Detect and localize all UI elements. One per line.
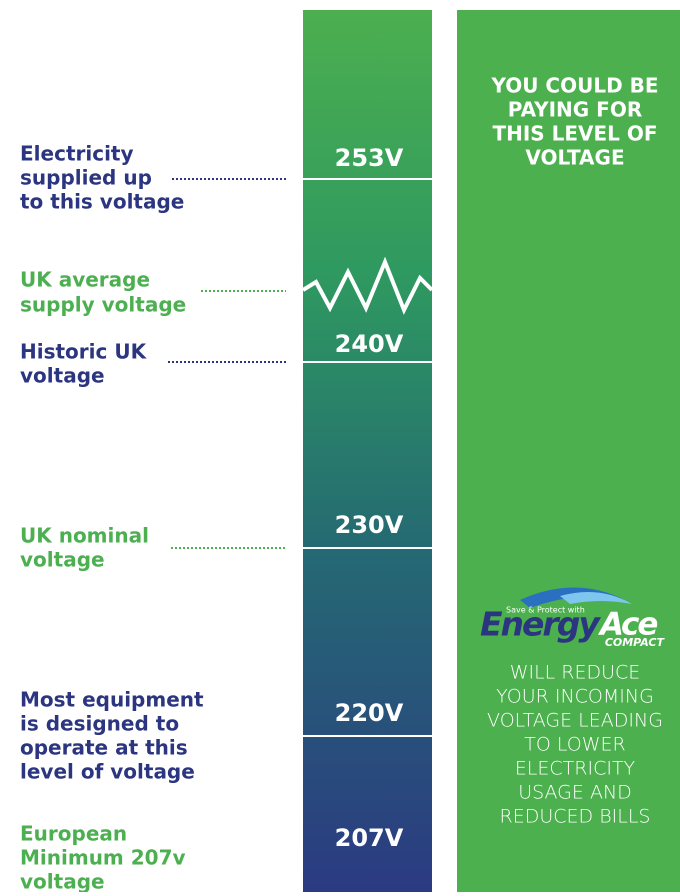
- label: operate at this: [20, 736, 188, 760]
- body-text: YOUR INCOMING: [496, 686, 654, 708]
- label: UK average: [20, 268, 150, 292]
- zigzag: [301, 256, 434, 315]
- label: UK nominal: [20, 524, 149, 548]
- body-text: ELECTRICITY: [515, 758, 636, 780]
- voltage-label: 207V: [335, 824, 404, 852]
- headline: VOLTAGE: [525, 146, 624, 170]
- label: voltage: [20, 548, 105, 572]
- voltage-lines: [301, 178, 434, 737]
- body-text: WILL REDUCE: [510, 662, 641, 684]
- logo-brand: Ace: [597, 607, 657, 643]
- dotted-leaders: [168, 178, 286, 549]
- logo: Save & Protect with Energy Ace COMPACT: [480, 587, 666, 649]
- logo-sub: COMPACT: [605, 636, 666, 649]
- body-text: USAGE AND: [518, 782, 632, 804]
- label: is designed to: [20, 712, 179, 736]
- label: voltage: [20, 870, 105, 893]
- label: supplied up: [20, 166, 152, 190]
- voltage-label: 220V: [335, 699, 404, 727]
- label: level of voltage: [20, 760, 195, 784]
- label: Historic UK: [20, 340, 148, 364]
- body-text: REDUCED BILLS: [500, 806, 651, 828]
- label: European: [20, 822, 127, 846]
- logo-brand: Energy: [480, 605, 601, 644]
- body-text: TO LOWER: [524, 734, 625, 756]
- label: to this voltage: [20, 190, 184, 214]
- voltage-bar: [303, 10, 432, 892]
- label: voltage: [20, 364, 105, 388]
- label: Minimum 207v: [20, 846, 186, 870]
- label: Electricity: [20, 142, 134, 166]
- headline: THIS LEVEL OF: [492, 122, 657, 146]
- label: supply voltage: [20, 293, 186, 317]
- voltage-label: 253V: [335, 144, 404, 172]
- label: Most equipment: [20, 688, 204, 712]
- logo-tagline: Save & Protect with: [506, 606, 585, 615]
- voltage-label: 240V: [335, 330, 404, 358]
- body-text: VOLTAGE LEADING: [487, 710, 663, 732]
- headline: YOU COULD BE: [490, 74, 658, 98]
- voltage-label: 230V: [335, 511, 404, 539]
- headline: PAYING FOR: [508, 98, 643, 122]
- logo-swoosh: [560, 591, 632, 604]
- side-panel: [457, 10, 680, 892]
